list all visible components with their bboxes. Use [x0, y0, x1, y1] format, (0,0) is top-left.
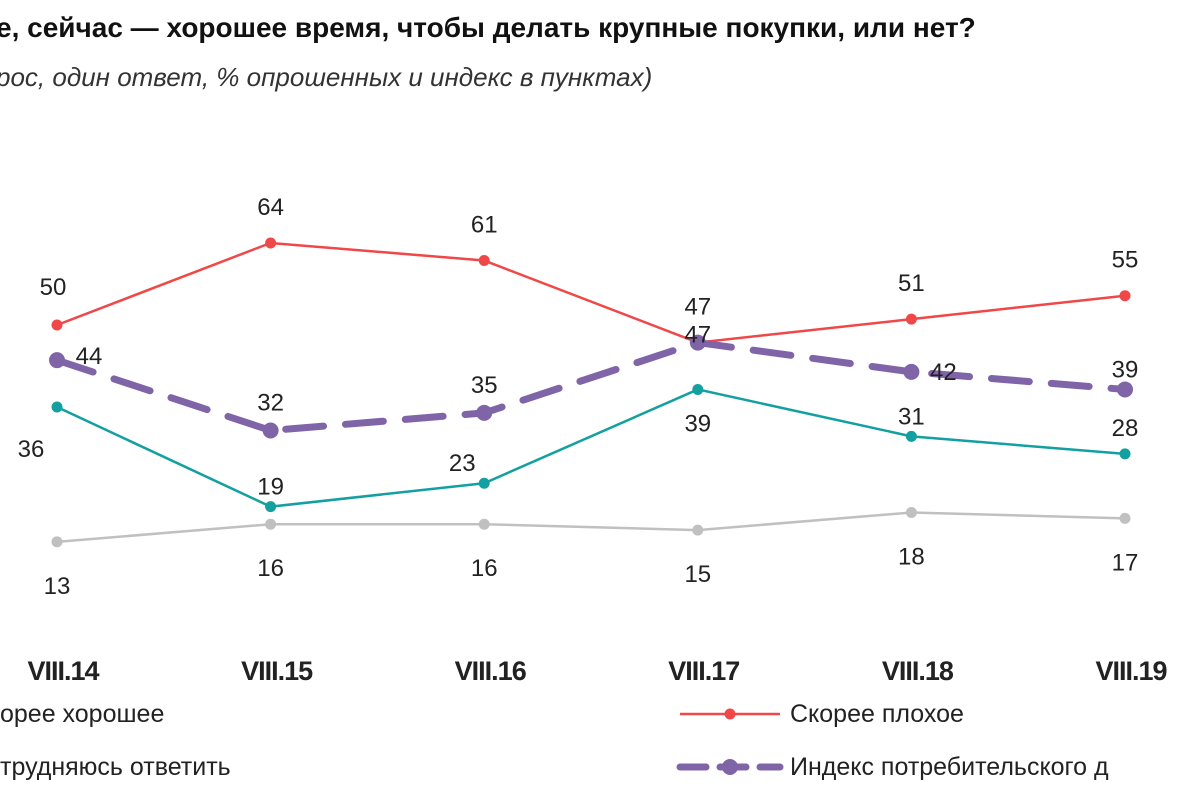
data-point — [905, 507, 917, 519]
data-label: 16 — [257, 555, 284, 582]
data-point — [903, 363, 920, 380]
data-label: 39 — [1112, 356, 1139, 383]
data-point — [1119, 290, 1131, 302]
data-label: 47 — [684, 322, 711, 349]
data-point — [265, 518, 277, 530]
chart-title: е, сейчас — хорошее время, чтобы делать … — [0, 12, 976, 43]
legend-marker — [724, 708, 736, 720]
data-label: 50 — [40, 274, 67, 301]
data-label: 31 — [898, 403, 925, 430]
series-line-2 — [56, 388, 1126, 508]
data-label: 18 — [898, 544, 925, 571]
data-point — [1117, 381, 1133, 398]
data-point — [478, 477, 490, 489]
data-label: 64 — [257, 194, 284, 221]
data-point — [262, 422, 279, 439]
data-label: 55 — [1112, 247, 1139, 274]
data-point — [689, 334, 706, 351]
series-line-1 — [53, 339, 1129, 435]
data-label: 51 — [898, 270, 925, 297]
data-label: 19 — [257, 474, 284, 501]
x-tick-label: VIII.17 — [668, 656, 739, 686]
x-tick-label: VIII.18 — [882, 656, 954, 686]
data-point — [51, 536, 63, 548]
data-label: 13 — [44, 573, 71, 600]
data-point — [478, 255, 490, 267]
data-point — [478, 518, 490, 530]
data-label: 23 — [449, 450, 476, 477]
data-point — [51, 319, 63, 331]
data-label: 39 — [684, 410, 711, 437]
data-label: 16 — [471, 555, 498, 582]
series-line-3 — [56, 511, 1126, 544]
data-point — [476, 404, 493, 421]
chart-subtitle: рос, один ответ, % опрошенных и индекс в… — [0, 62, 653, 92]
legend-label: Скорее плохое — [790, 700, 964, 728]
data-point — [265, 501, 277, 513]
data-label: 42 — [930, 359, 957, 386]
data-point — [1119, 448, 1131, 460]
x-tick-label: VIII.14 — [27, 656, 99, 686]
series-line-0 — [56, 241, 1126, 344]
data-point — [905, 313, 917, 325]
legend-marker — [722, 759, 738, 775]
x-tick-label: VIII.15 — [241, 656, 313, 686]
data-point — [49, 352, 65, 369]
data-label: 35 — [471, 372, 498, 399]
data-label: 44 — [76, 343, 103, 370]
x-tick-label: VIII.19 — [1095, 656, 1167, 686]
data-label: 17 — [1112, 549, 1139, 576]
data-label: 36 — [18, 436, 45, 463]
data-point — [692, 383, 704, 395]
data-point — [905, 430, 917, 442]
data-point — [265, 237, 277, 249]
x-tick-label: VIII.16 — [455, 656, 527, 686]
data-point — [51, 401, 63, 413]
legend-label: Индекс потребительского д — [790, 753, 1109, 781]
data-label: 32 — [257, 389, 284, 416]
data-label: 28 — [1112, 415, 1139, 442]
data-label: 47 — [684, 294, 711, 321]
data-label: 15 — [684, 561, 711, 588]
data-label: 61 — [471, 212, 498, 239]
data-point — [692, 524, 704, 536]
data-point — [1119, 512, 1131, 524]
legend-label: орее хорошее — [0, 700, 164, 728]
legend-label: трудняюсь ответить — [0, 753, 231, 781]
